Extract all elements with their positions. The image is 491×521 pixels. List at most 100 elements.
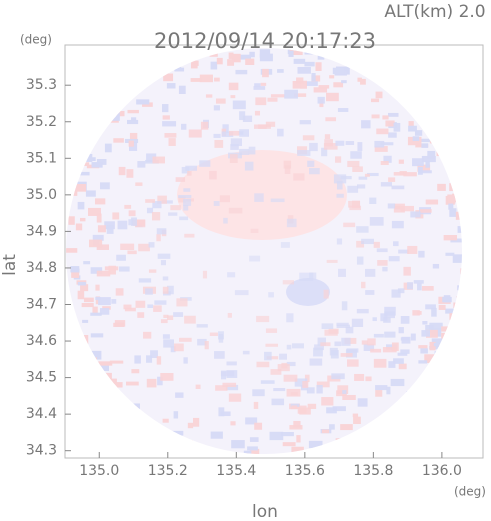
texture-cell bbox=[167, 315, 174, 321]
texture-cell bbox=[448, 61, 458, 65]
texture-cell bbox=[75, 367, 84, 376]
texture-cell bbox=[400, 349, 410, 354]
texture-cell bbox=[335, 438, 348, 445]
texture-cell bbox=[105, 101, 112, 111]
texture-cell bbox=[116, 79, 128, 85]
texture-cell bbox=[380, 142, 394, 146]
texture-cell bbox=[81, 383, 87, 392]
texture-cell bbox=[283, 374, 298, 382]
texture-cell bbox=[446, 330, 454, 336]
texture-cell bbox=[173, 411, 179, 419]
texture-cell bbox=[452, 138, 457, 144]
texture-cell bbox=[67, 348, 82, 352]
texture-cell bbox=[445, 308, 459, 314]
texture-cell bbox=[448, 203, 454, 210]
texture-cell bbox=[372, 317, 377, 322]
texture-cell bbox=[297, 150, 311, 156]
texture-cell bbox=[407, 282, 413, 290]
texture-cell bbox=[338, 268, 346, 277]
texture-cell bbox=[277, 128, 284, 137]
texture-cell bbox=[107, 446, 116, 451]
texture-cell bbox=[384, 306, 396, 316]
texture-cell bbox=[126, 119, 139, 125]
texture-cell bbox=[66, 174, 72, 179]
texture-cell bbox=[290, 403, 300, 407]
texture-cell bbox=[282, 280, 295, 285]
texture-cell bbox=[351, 318, 364, 328]
texture-cell bbox=[248, 146, 256, 155]
texture-cell bbox=[369, 217, 384, 226]
texture-cell bbox=[115, 288, 124, 296]
texture-cell bbox=[77, 201, 85, 210]
texture-cell bbox=[315, 62, 322, 71]
texture-cell bbox=[126, 169, 134, 178]
texture-cell bbox=[231, 53, 241, 63]
texture-cell bbox=[417, 311, 422, 315]
texture-cell bbox=[408, 121, 414, 127]
texture-cell bbox=[163, 73, 174, 82]
texture-cell bbox=[260, 380, 275, 384]
texture-cell bbox=[210, 61, 218, 70]
texture-cell bbox=[183, 205, 189, 211]
texture-cell bbox=[394, 205, 401, 210]
texture-cell bbox=[259, 49, 271, 58]
texture-cell bbox=[79, 105, 91, 110]
texture-cell bbox=[253, 401, 259, 409]
texture-cell bbox=[367, 338, 376, 346]
texture-cell bbox=[336, 193, 344, 198]
texture-cell bbox=[115, 434, 121, 438]
texture-cell bbox=[166, 285, 174, 295]
texture-cell bbox=[102, 306, 111, 310]
texture-cell bbox=[113, 138, 124, 143]
texture-cell bbox=[214, 139, 224, 148]
texture-cell bbox=[115, 111, 125, 117]
texture-cell bbox=[309, 142, 318, 152]
texture-cell bbox=[349, 205, 362, 211]
texture-cell bbox=[421, 432, 434, 442]
texture-cell bbox=[446, 127, 453, 133]
texture-cell bbox=[280, 242, 290, 248]
texture-cell bbox=[131, 369, 140, 374]
texture-cell bbox=[129, 58, 136, 65]
texture-cell bbox=[318, 85, 330, 89]
texture-cell bbox=[162, 276, 169, 281]
texture-cell bbox=[425, 324, 434, 333]
texture-cell bbox=[414, 130, 423, 136]
texture-cell bbox=[99, 308, 110, 315]
texture-cell bbox=[91, 357, 97, 361]
texture-cell bbox=[184, 233, 195, 238]
texture-cell bbox=[181, 452, 187, 454]
texture-cell bbox=[417, 164, 431, 172]
texture-cell bbox=[373, 241, 380, 248]
texture-cell bbox=[357, 398, 368, 407]
x-tick-label: 135.2 bbox=[148, 463, 188, 479]
texture-cell bbox=[400, 316, 410, 324]
texture-cell bbox=[403, 266, 411, 276]
texture-cell bbox=[461, 302, 462, 306]
y-tick-label: 34.5 bbox=[26, 370, 57, 386]
texture-cell bbox=[393, 241, 399, 247]
texture-cell bbox=[249, 448, 260, 454]
texture-cell bbox=[80, 391, 94, 398]
y-tick-label: 35.1 bbox=[26, 150, 57, 166]
texture-cell bbox=[198, 448, 203, 454]
texture-cell bbox=[412, 310, 420, 316]
texture-cell bbox=[75, 361, 88, 370]
texture-cell bbox=[360, 78, 366, 85]
texture-cell bbox=[384, 445, 392, 449]
texture-cell bbox=[84, 140, 93, 148]
texture-cell bbox=[85, 190, 96, 197]
texture-cell bbox=[445, 443, 450, 447]
texture-cell bbox=[384, 331, 396, 338]
texture-cell bbox=[92, 409, 107, 413]
texture-cell bbox=[98, 88, 109, 96]
texture-cell bbox=[437, 183, 446, 191]
texture-cell bbox=[379, 428, 391, 433]
texture-cell bbox=[445, 390, 457, 398]
y-tick-label: 34.9 bbox=[26, 223, 57, 239]
texture-cell bbox=[134, 355, 141, 364]
texture-cell bbox=[392, 418, 407, 423]
texture-cell bbox=[385, 416, 392, 425]
texture-cell bbox=[230, 95, 236, 99]
texture-cell bbox=[96, 244, 109, 250]
